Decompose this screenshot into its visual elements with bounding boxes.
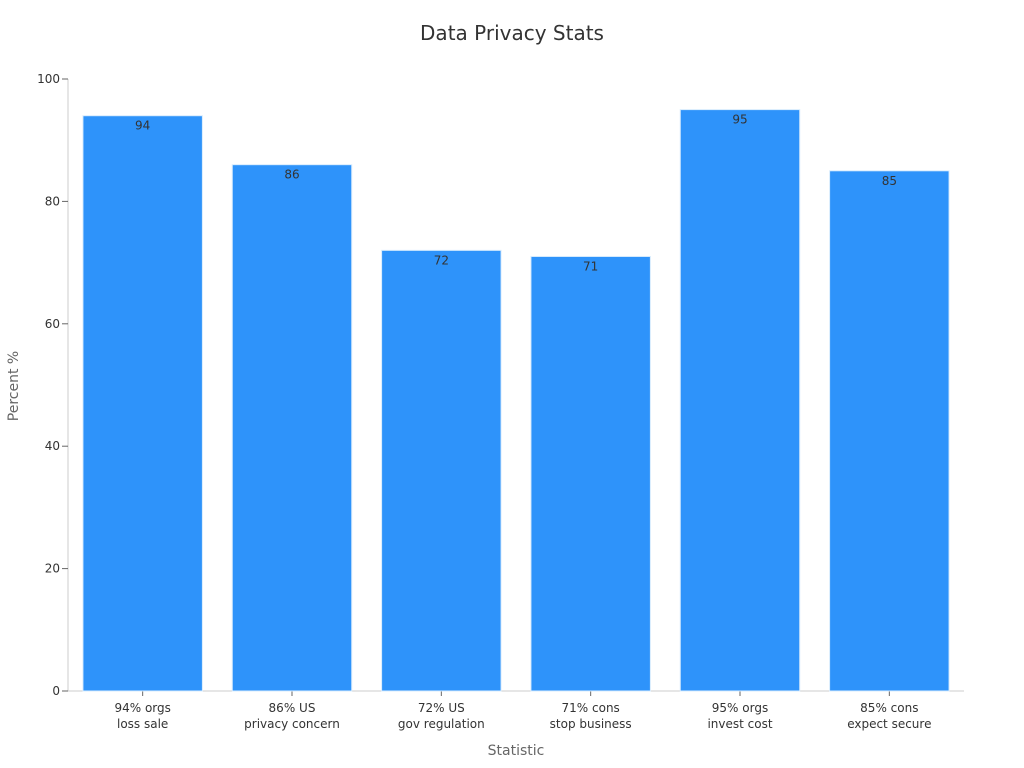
bar-value-label: 85 (882, 174, 897, 188)
y-axis: 0 20 40 60 80 100 (37, 72, 69, 698)
y-axis-title: Percent % (6, 351, 22, 421)
y-tick-label: 80 (45, 194, 60, 208)
x-category-label: 94% orgs loss sale (114, 701, 170, 731)
y-tick-label: 40 (45, 439, 60, 453)
bar-labels-group: 94 86 72 71 95 85 (135, 113, 897, 274)
x-category-label-line: gov regulation (398, 717, 485, 731)
x-category-label: 86% US privacy concern (244, 701, 340, 731)
x-category-label-line: privacy concern (244, 717, 340, 731)
x-category-label-line: expect secure (847, 717, 931, 731)
x-axis-title: Statistic (488, 743, 545, 759)
x-axis (68, 690, 964, 696)
x-category-label-line: 85% cons (860, 701, 918, 715)
y-tick-label: 60 (45, 317, 60, 331)
bar-value-label: 71 (583, 259, 598, 273)
x-category-label-line: stop business (550, 717, 632, 731)
bar (530, 255, 651, 692)
y-tick-label: 20 (45, 562, 60, 576)
x-category-label: 72% US gov regulation (398, 701, 485, 731)
y-tick-label: 100 (37, 72, 60, 86)
bar (82, 115, 203, 692)
category-labels-group: 94% orgs loss sale 86% US privacy concern 72… (114, 701, 931, 731)
chart-title: Data Privacy Stats (420, 21, 604, 45)
bar (679, 109, 801, 692)
x-category-label: 71% cons stop business (550, 701, 632, 731)
bar-value-label: 95 (732, 113, 747, 127)
x-category-label-line: 72% US (418, 701, 465, 715)
bar-value-label: 72 (434, 253, 449, 267)
x-category-label-line: invest cost (707, 717, 772, 731)
y-tick-label: 0 (52, 684, 60, 698)
bar (231, 164, 353, 692)
x-category-label-line: 94% orgs (114, 701, 170, 715)
bar (829, 170, 950, 692)
x-category-label-line: loss sale (117, 717, 168, 731)
bar-value-label: 94 (135, 119, 150, 133)
x-category-label: 95% orgs invest cost (707, 701, 772, 731)
x-category-label-line: 71% cons (562, 701, 620, 715)
x-category-label: 85% cons expect secure (847, 701, 931, 731)
x-category-label-line: 86% US (269, 701, 316, 715)
x-category-label-line: 95% orgs (712, 701, 768, 715)
bars-group (82, 109, 950, 692)
bar (381, 249, 502, 692)
bar-value-label: 86 (284, 168, 299, 182)
